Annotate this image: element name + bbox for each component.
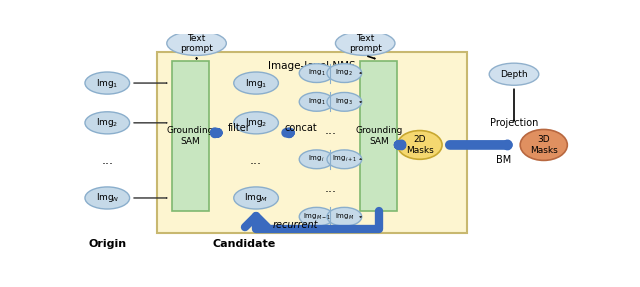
Text: Text
prompt: Text prompt [349,34,381,53]
Text: Projection: Projection [490,118,538,128]
Ellipse shape [327,150,362,169]
Text: Img$_M$: Img$_M$ [335,212,354,222]
Text: ...: ... [250,154,262,167]
Text: Depth: Depth [500,70,528,79]
Text: Candidate: Candidate [212,239,275,249]
Text: Img$_3$: Img$_3$ [335,97,353,107]
Text: ...: ... [324,182,337,195]
Text: BM: BM [497,155,512,165]
Text: ...: ... [101,154,113,167]
Text: Img$_{M-1}$: Img$_{M-1}$ [303,212,331,222]
Ellipse shape [167,31,227,55]
Ellipse shape [300,64,334,82]
Text: 3D
Masks: 3D Masks [530,135,557,155]
Text: recurrent: recurrent [273,220,319,230]
Ellipse shape [300,208,334,226]
Text: Origin: Origin [88,239,126,249]
Text: Img$_2$: Img$_2$ [245,116,268,129]
FancyBboxPatch shape [172,61,209,211]
Text: Img$_M$: Img$_M$ [244,191,268,204]
Text: Img$_2$: Img$_2$ [96,116,118,129]
Text: Grounding
SAM: Grounding SAM [166,126,214,146]
Text: Img$_1$: Img$_1$ [96,77,118,90]
Text: Text
prompt: Text prompt [180,34,213,53]
Ellipse shape [234,187,278,209]
Ellipse shape [85,187,130,209]
FancyBboxPatch shape [157,52,467,233]
Text: filter: filter [227,123,250,133]
Ellipse shape [335,31,395,55]
Text: 2D
Masks: 2D Masks [406,135,434,155]
Ellipse shape [85,72,130,94]
Text: Img$_2$: Img$_2$ [335,68,353,78]
Text: Img$_N$: Img$_N$ [95,191,119,204]
Ellipse shape [327,92,362,111]
Ellipse shape [327,208,362,226]
Text: ...: ... [324,124,337,137]
Ellipse shape [489,63,539,85]
Ellipse shape [85,112,130,134]
Ellipse shape [397,131,442,159]
Text: Image-level NMS: Image-level NMS [268,61,356,71]
Ellipse shape [234,72,278,94]
FancyArrowPatch shape [245,211,379,229]
Ellipse shape [327,64,362,82]
Ellipse shape [300,150,334,169]
Text: Img$_1$: Img$_1$ [245,77,268,90]
Ellipse shape [520,129,567,160]
Text: Img$_1$: Img$_1$ [308,68,326,78]
Text: concat: concat [284,123,317,133]
Text: Img$_1$: Img$_1$ [308,97,326,107]
Text: Grounding
SAM: Grounding SAM [355,126,403,146]
Text: Img$_i$: Img$_i$ [308,154,325,164]
Text: Img$_{i+1}$: Img$_{i+1}$ [332,154,357,164]
FancyBboxPatch shape [360,61,397,211]
Ellipse shape [234,112,278,134]
Ellipse shape [300,92,334,111]
